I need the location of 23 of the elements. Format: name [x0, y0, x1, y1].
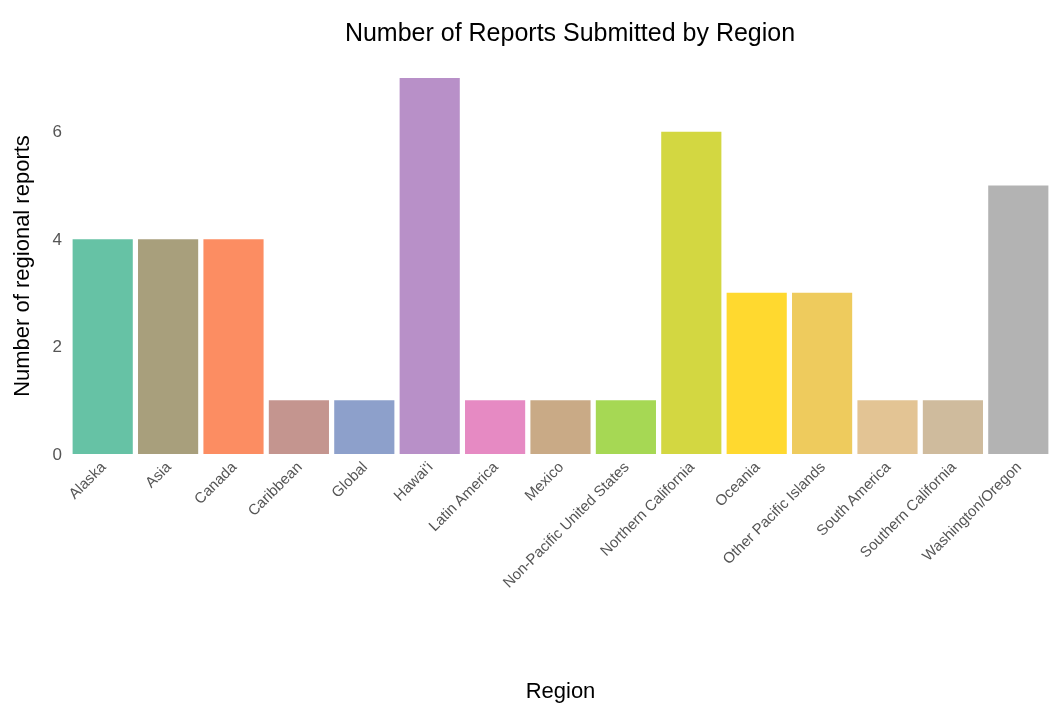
- y-tick-label: 0: [52, 444, 62, 464]
- bar: [595, 400, 656, 454]
- bar: [465, 400, 526, 454]
- bar: [726, 292, 787, 454]
- bar: [661, 131, 722, 454]
- bar: [530, 400, 591, 454]
- x-tick-label: Asia: [141, 457, 175, 491]
- y-tick-label: 4: [52, 229, 62, 249]
- bar: [399, 78, 460, 454]
- bar: [72, 239, 133, 454]
- bar: [268, 400, 329, 454]
- y-axis-title: Number of regional reports: [8, 135, 34, 397]
- bar: [203, 239, 264, 454]
- bar: [922, 400, 983, 454]
- bar: [988, 185, 1049, 454]
- chart-title: Number of Reports Submitted by Region: [344, 17, 796, 46]
- bar: [792, 292, 853, 454]
- bar: [138, 239, 199, 454]
- x-axis-title: Region: [525, 677, 596, 703]
- bar: [857, 400, 918, 454]
- bar: [334, 400, 395, 454]
- y-tick-label: 6: [52, 122, 62, 142]
- y-tick-label: 2: [52, 337, 62, 357]
